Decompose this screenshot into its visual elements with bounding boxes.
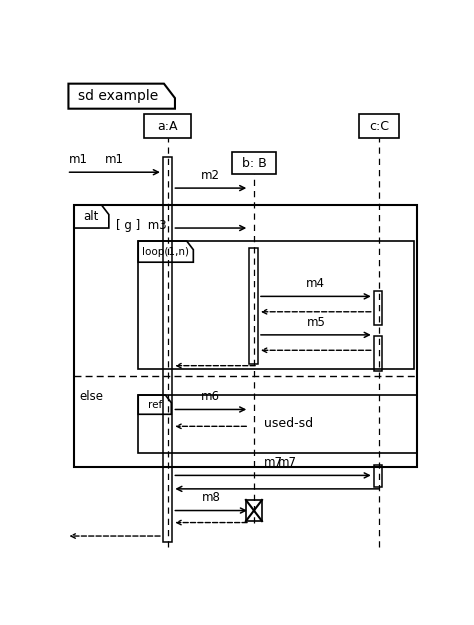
Bar <box>249 248 258 364</box>
Text: m1: m1 <box>68 153 87 166</box>
Bar <box>359 114 399 138</box>
Text: m7: m7 <box>277 456 297 469</box>
Text: else: else <box>80 390 103 403</box>
Text: ref: ref <box>147 399 162 409</box>
Text: loop(1,n): loop(1,n) <box>142 247 189 257</box>
Text: c:C: c:C <box>369 119 389 132</box>
Bar <box>144 114 191 138</box>
Bar <box>74 205 418 468</box>
Text: m7: m7 <box>264 456 283 469</box>
Bar <box>232 152 276 174</box>
Bar <box>138 395 418 452</box>
Text: used-sd: used-sd <box>264 418 313 431</box>
Text: m8: m8 <box>202 491 220 504</box>
Text: b: B: b: B <box>242 157 266 169</box>
Text: m2: m2 <box>201 169 220 182</box>
Bar <box>246 500 262 521</box>
Bar <box>374 465 382 488</box>
Text: m6: m6 <box>201 390 220 403</box>
Text: alt: alt <box>84 210 99 223</box>
Text: a:A: a:A <box>157 119 178 132</box>
Bar <box>163 157 173 542</box>
Bar <box>374 291 382 325</box>
Text: sd example: sd example <box>78 89 158 103</box>
Text: m4: m4 <box>306 277 325 290</box>
Text: m5: m5 <box>306 316 325 329</box>
Text: m1: m1 <box>105 153 124 166</box>
Bar <box>138 241 414 369</box>
Bar <box>374 336 382 371</box>
Text: [ g ]  m3: [ g ] m3 <box>116 219 167 232</box>
